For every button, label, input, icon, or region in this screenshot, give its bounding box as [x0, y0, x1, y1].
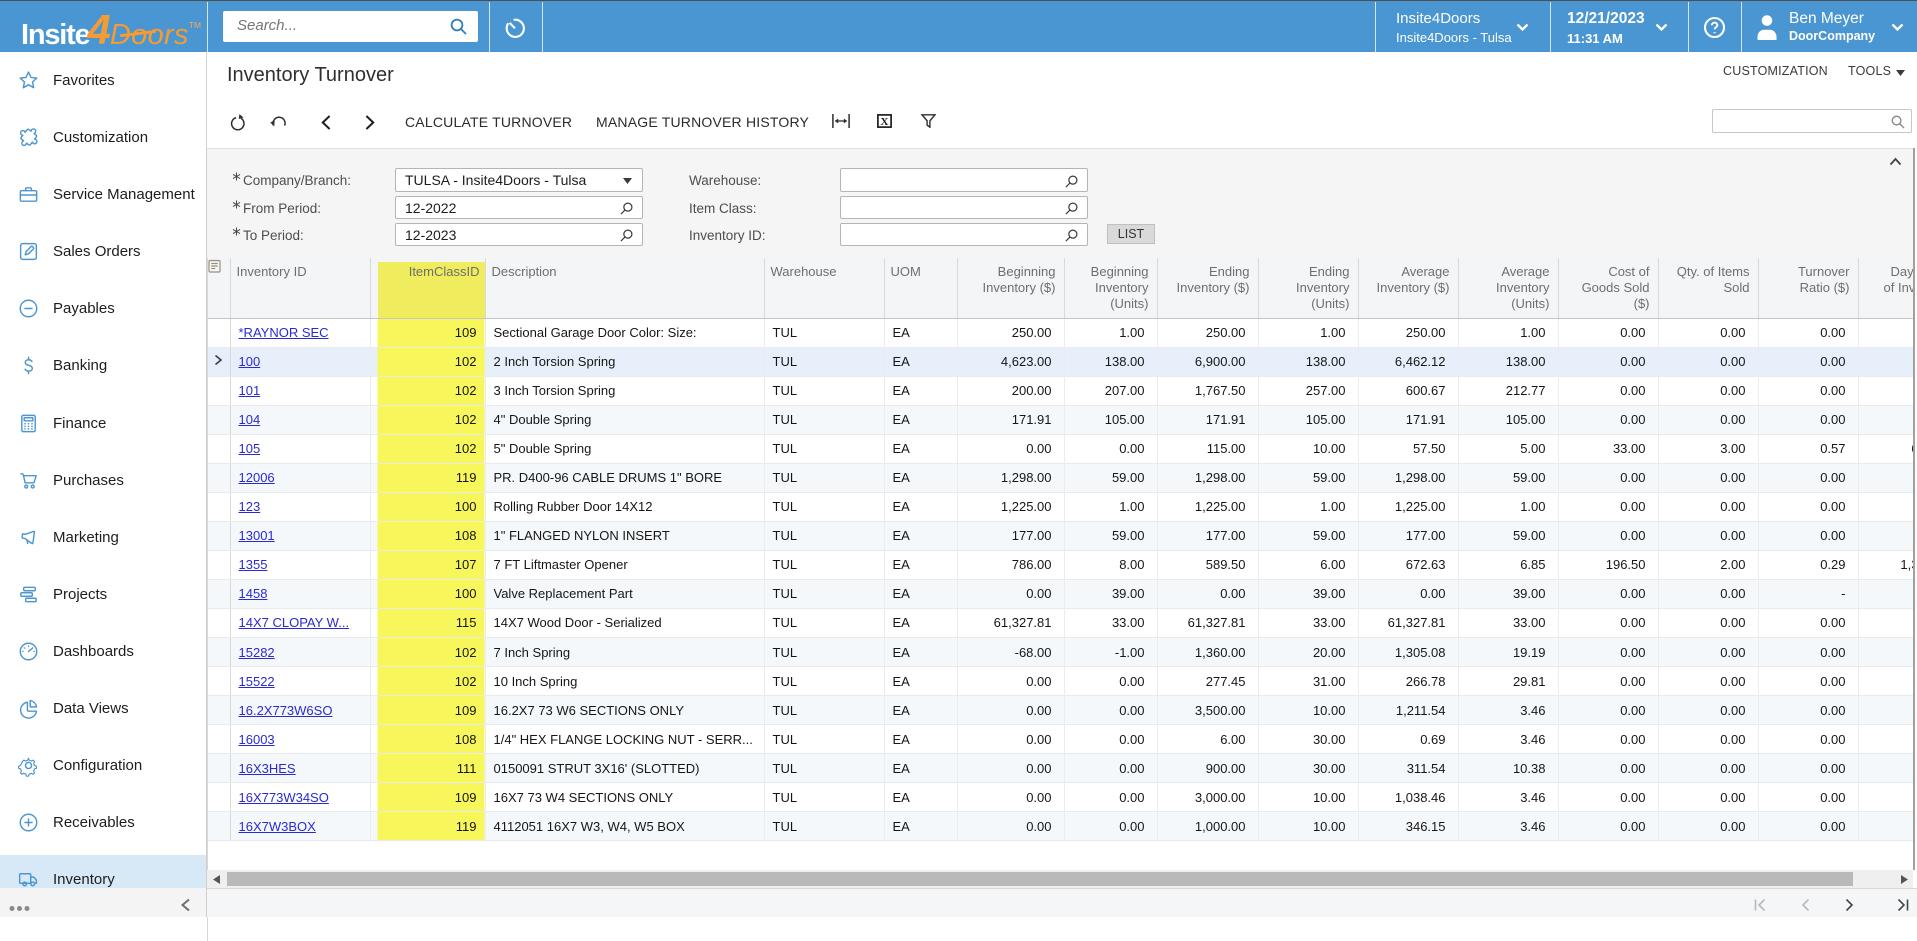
svg-text:X: X [881, 116, 889, 128]
